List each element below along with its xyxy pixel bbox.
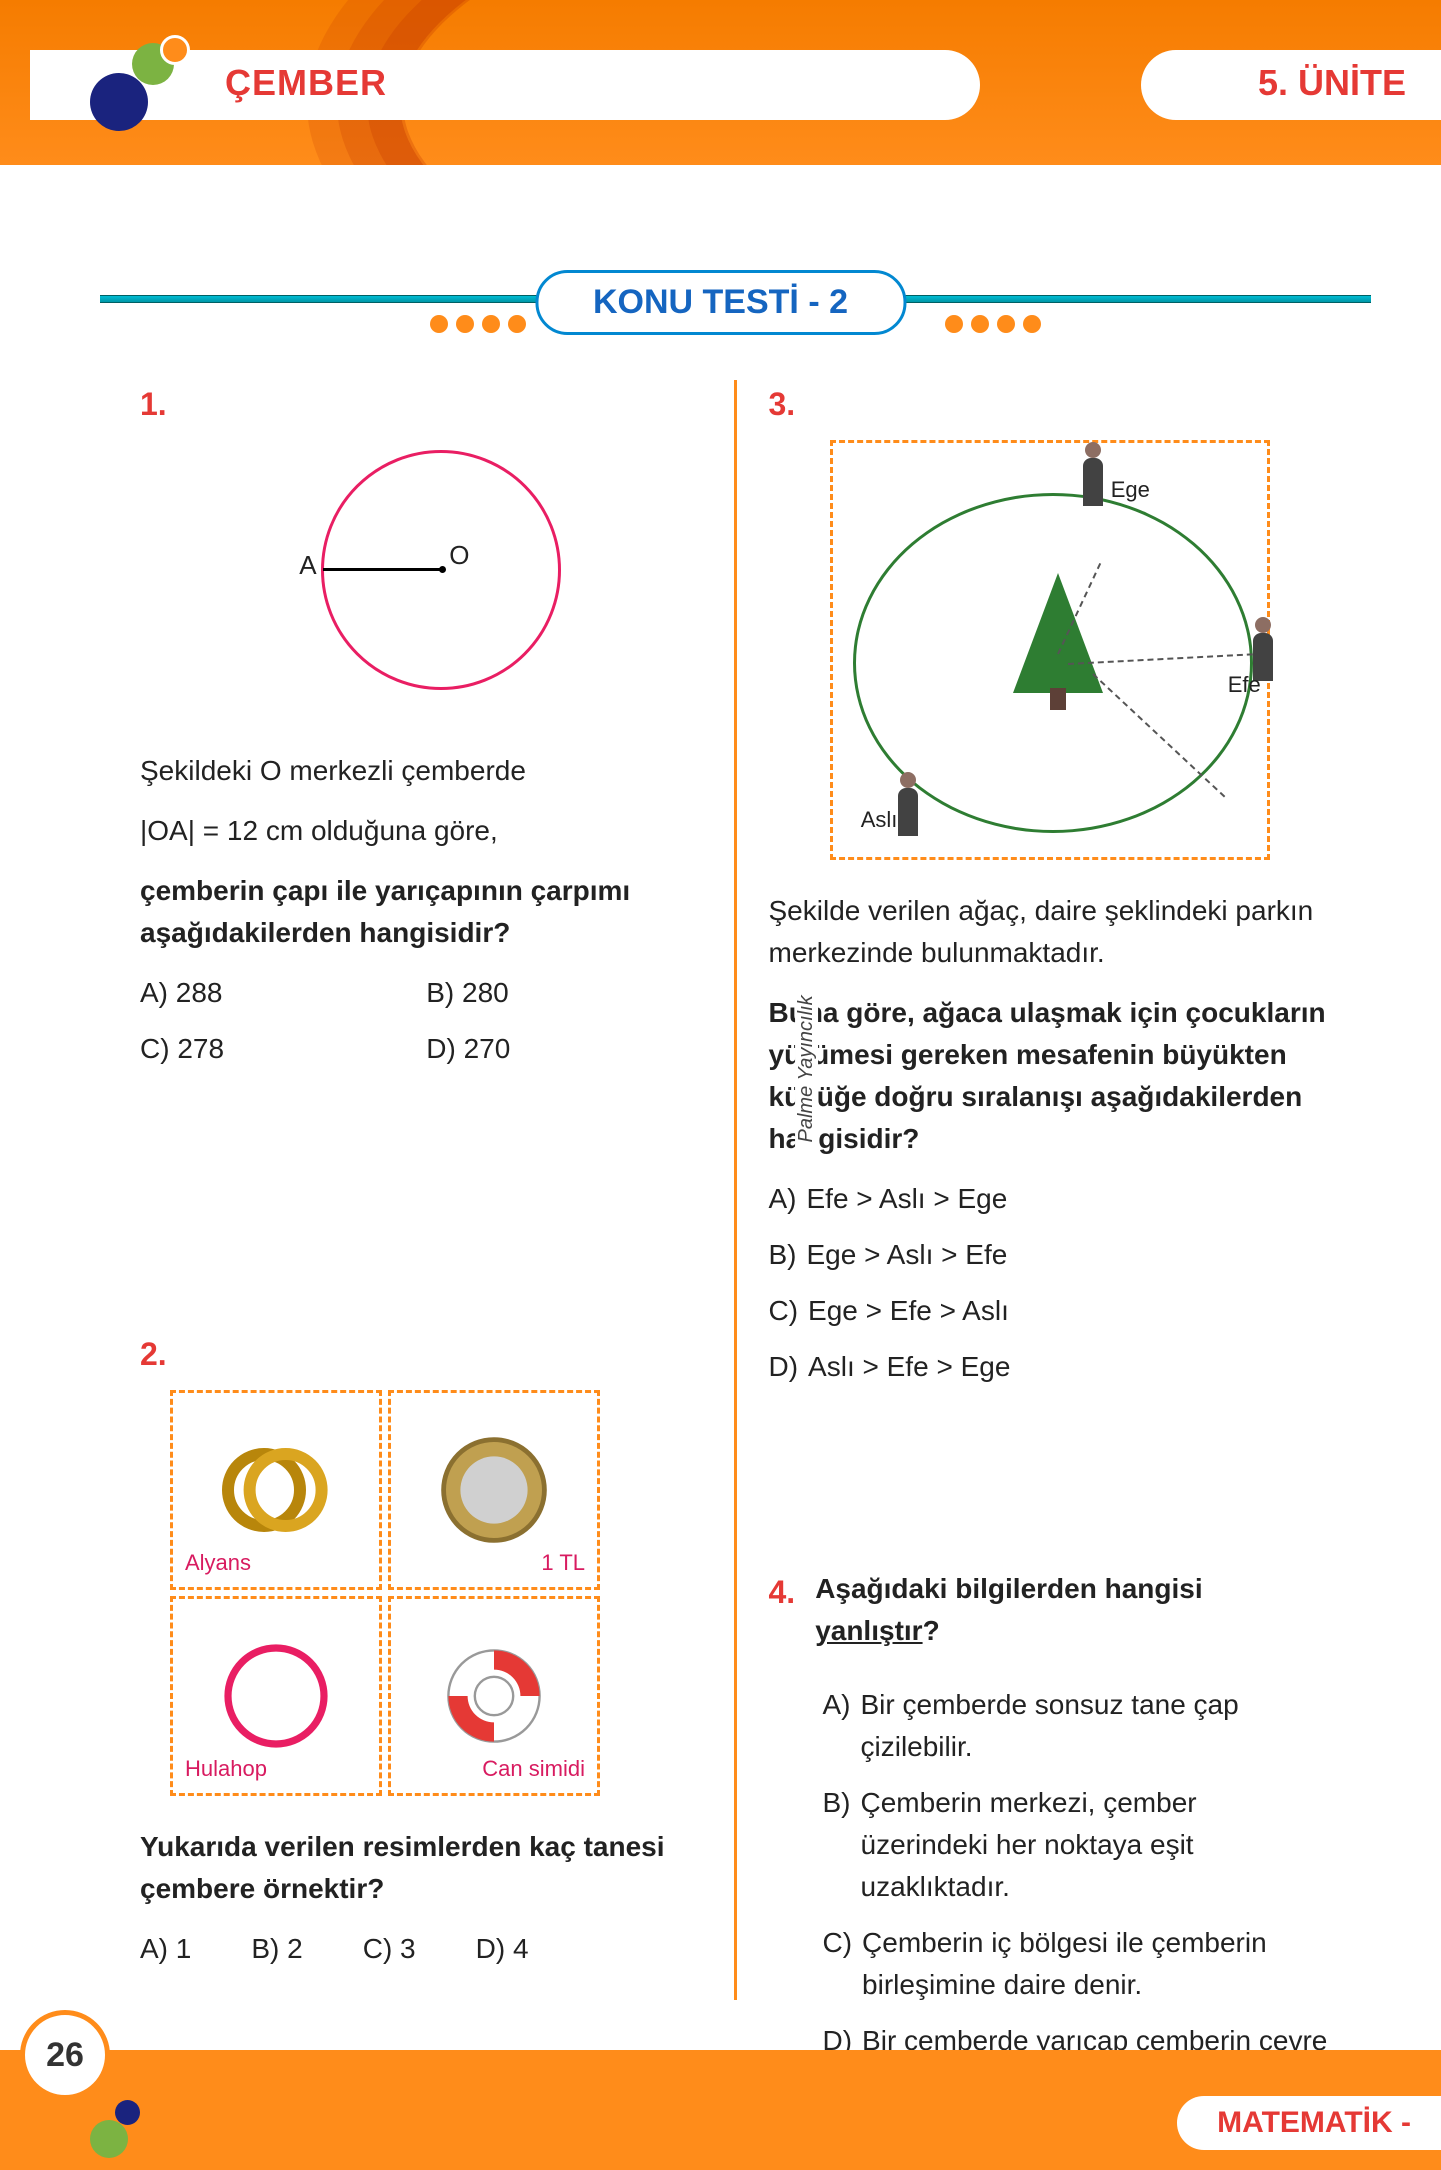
buoy-icon <box>434 1636 554 1756</box>
stamp-label: Can simidi <box>482 1752 585 1785</box>
q4-opt-b: B)Çemberin merkezi, çember üzerindeki he… <box>823 1782 1332 1908</box>
q2-opt-d: D) 4 <box>476 1928 529 1970</box>
question-4: 4. Aşağıdaki bilgilerden hangisi yanlışt… <box>769 1568 1332 2104</box>
page: ÇEMBER 5. ÜNİTE KONU TESTİ - 2 1. A O Şe… <box>0 0 1441 2170</box>
q2-opt-b: B) 2 <box>251 1928 302 1970</box>
chapter-title: ÇEMBER <box>225 62 387 104</box>
q3-number: 3. <box>769 380 1332 428</box>
stamp-alyans: Alyans <box>170 1390 382 1590</box>
stamp-label: 1 TL <box>541 1546 585 1579</box>
logo-icon <box>90 35 210 135</box>
unit-title: 5. ÜNİTE <box>1258 62 1406 104</box>
right-column: 3. Ege Efe Aslı Şekilde verilen ağaç, da… <box>739 380 1362 2000</box>
coin-icon <box>434 1430 554 1550</box>
label-ege: Ege <box>1111 473 1150 506</box>
q4-opt-a: A)Bir çemberde sonsuz tane çap çizilebil… <box>823 1684 1332 1768</box>
dots-right-icon <box>945 315 1041 333</box>
q2-prompt: Yukarıda verilen resimlerden kaç tanesi … <box>140 1826 703 1910</box>
q2-stamps: Alyans 1 TL Hulahop <box>170 1390 600 1796</box>
content-area: 1. A O Şekildeki O merkezli çemberde |OA… <box>110 380 1361 2000</box>
q4-number: 4. <box>769 1568 796 1658</box>
person-asli-icon <box>898 788 918 836</box>
tree-icon <box>1013 573 1103 693</box>
label-asli: Aslı <box>861 803 898 836</box>
q1-opt-b: B) 280 <box>426 972 702 1014</box>
q1-opt-d: D) 270 <box>426 1028 702 1070</box>
label-o: O <box>449 536 469 575</box>
q1-number: 1. <box>140 380 703 428</box>
stamp-label: Hulahop <box>185 1752 267 1785</box>
left-column: 1. A O Şekildeki O merkezli çemberde |OA… <box>110 380 733 2000</box>
q2-number: 2. <box>140 1330 703 1378</box>
q3-opt-a: A)Efe > Aslı > Ege <box>769 1178 1332 1220</box>
footer-subject: MATEMATİK - <box>1177 2096 1441 2150</box>
q3-line1: Şekilde verilen ağaç, daire şeklindeki p… <box>769 890 1332 974</box>
stamp-cansimidi: Can simidi <box>388 1596 600 1796</box>
label-a: A <box>299 546 316 585</box>
stamp-hulahop: Hulahop <box>170 1596 382 1796</box>
q1-prompt: çemberin çapı ile yarıçapının çarpımı aş… <box>140 870 703 954</box>
q1-figure: A O <box>261 440 581 720</box>
q3-opt-d: D)Aslı > Efe > Ege <box>769 1346 1332 1388</box>
q2-opt-c: C) 3 <box>363 1928 416 1970</box>
dots-left-icon <box>430 315 526 333</box>
q4-opt-c: C)Çemberin iç bölgesi ile çemberin birle… <box>823 1922 1332 2006</box>
label-efe: Efe <box>1228 668 1261 701</box>
q3-options: A)Efe > Aslı > Ege B)Ege > Aslı > Efe C)… <box>769 1178 1332 1388</box>
q4-prompt: Aşağıdaki bilgilerden hangisi yanlıştır? <box>815 1568 1331 1652</box>
q1-options: A) 288 B) 280 C) 278 D) 270 <box>140 972 703 1070</box>
stamp-1tl: 1 TL <box>388 1390 600 1590</box>
q2-opt-a: A) 1 <box>140 1928 191 1970</box>
q1-line2: |OA| = 12 cm olduğuna göre, <box>140 810 703 852</box>
q3-opt-c: C)Ege > Efe > Aslı <box>769 1290 1332 1332</box>
q4-options: A)Bir çemberde sonsuz tane çap çizilebil… <box>823 1684 1332 2104</box>
q3-opt-b: B)Ege > Aslı > Efe <box>769 1234 1332 1276</box>
column-divider: Palme Yayıncılık <box>733 380 739 2000</box>
page-number: 26 <box>20 2010 110 2100</box>
q3-figure: Ege Efe Aslı <box>830 440 1270 860</box>
publisher-label: Palme Yayıncılık <box>795 986 818 1153</box>
radius-line <box>323 568 443 571</box>
q2-options: A) 1 B) 2 C) 3 D) 4 <box>140 1928 703 1970</box>
question-3: 3. Ege Efe Aslı Şekilde verilen ağaç, da… <box>769 380 1332 1388</box>
footer-dot-icon <box>90 2120 128 2158</box>
hoop-icon <box>216 1636 336 1756</box>
stamp-label: Alyans <box>185 1546 251 1579</box>
footer-dot-icon <box>115 2100 140 2125</box>
q3-prompt: Buna göre, ağaca ulaşmak için çocukların… <box>769 992 1332 1160</box>
q1-line1: Şekildeki O merkezli çemberde <box>140 750 703 792</box>
question-1: 1. A O Şekildeki O merkezli çemberde |OA… <box>140 380 703 1070</box>
person-ege-icon <box>1083 458 1103 506</box>
ring-icon <box>216 1430 336 1550</box>
question-2: 2. Alyans 1 TL <box>140 1330 703 1970</box>
q1-opt-a: A) 288 <box>140 972 416 1014</box>
section-title: KONU TESTİ - 2 <box>535 270 906 335</box>
q1-opt-c: C) 278 <box>140 1028 416 1070</box>
